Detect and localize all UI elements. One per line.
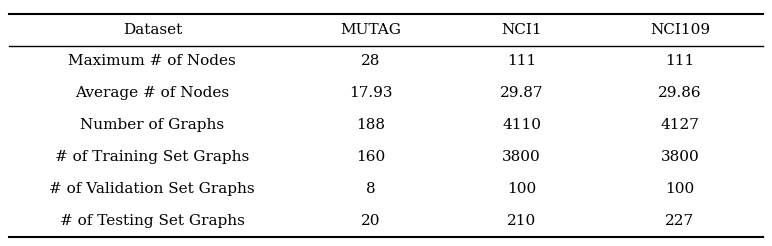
Text: MUTAG: MUTAG — [340, 23, 401, 37]
Text: 188: 188 — [357, 118, 385, 132]
Text: # of Testing Set Graphs: # of Testing Set Graphs — [60, 214, 245, 228]
Text: 160: 160 — [357, 150, 385, 164]
Text: 17.93: 17.93 — [349, 86, 393, 100]
Text: 4127: 4127 — [661, 118, 699, 132]
Text: Number of Graphs: Number of Graphs — [80, 118, 225, 132]
Text: NCI109: NCI109 — [650, 23, 710, 37]
Text: 8: 8 — [366, 182, 376, 196]
Text: 28: 28 — [361, 55, 381, 68]
Text: 100: 100 — [507, 182, 537, 196]
Text: # of Training Set Graphs: # of Training Set Graphs — [55, 150, 249, 164]
Text: 210: 210 — [507, 214, 537, 228]
Text: 20: 20 — [361, 214, 381, 228]
Text: 100: 100 — [665, 182, 695, 196]
Text: 3800: 3800 — [661, 150, 699, 164]
Text: 29.87: 29.87 — [500, 86, 543, 100]
Text: 111: 111 — [507, 55, 537, 68]
Text: 227: 227 — [665, 214, 695, 228]
Text: 3800: 3800 — [503, 150, 541, 164]
Text: 29.86: 29.86 — [659, 86, 702, 100]
Text: # of Validation Set Graphs: # of Validation Set Graphs — [49, 182, 255, 196]
Text: NCI1: NCI1 — [501, 23, 542, 37]
Text: Maximum # of Nodes: Maximum # of Nodes — [69, 55, 236, 68]
Text: Average # of Nodes: Average # of Nodes — [75, 86, 229, 100]
Text: Dataset: Dataset — [123, 23, 182, 37]
Text: 4110: 4110 — [503, 118, 541, 132]
Text: 111: 111 — [665, 55, 695, 68]
